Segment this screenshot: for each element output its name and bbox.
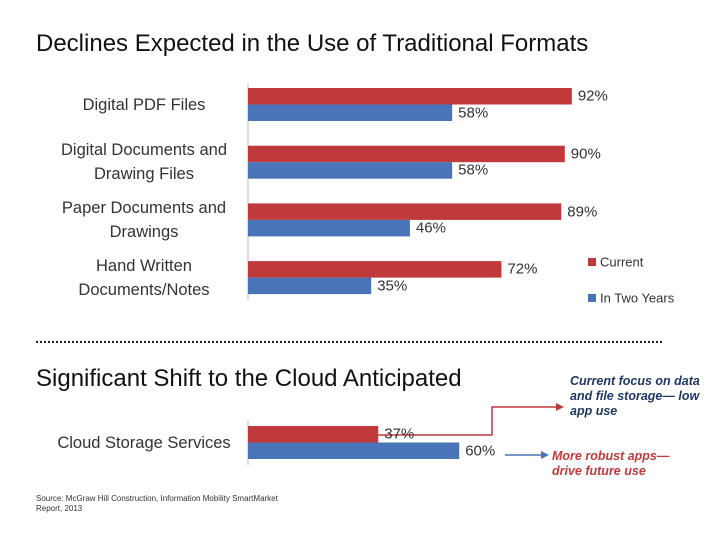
legend-swatch bbox=[588, 258, 596, 266]
category-label: Hand Written Documents/Notes bbox=[78, 256, 210, 299]
annotation-arrow bbox=[376, 406, 556, 436]
value-label: 89% bbox=[567, 203, 598, 221]
legend-swatch bbox=[588, 294, 596, 302]
value-label: 90% bbox=[570, 145, 601, 163]
category-label: Paper Documents and Drawings bbox=[61, 198, 227, 241]
value-label: 46% bbox=[415, 219, 446, 237]
category-label: Digital Documents and Drawing Files bbox=[61, 141, 227, 184]
bar bbox=[248, 426, 379, 443]
bar bbox=[248, 145, 565, 163]
category-label: Cloud Storage Services bbox=[57, 433, 231, 452]
bar bbox=[248, 261, 502, 278]
chart-title: Significant Shift to the Cloud Anticipat… bbox=[36, 365, 462, 392]
bar bbox=[248, 162, 453, 179]
legend-label: In Two Years bbox=[600, 290, 675, 306]
bar bbox=[248, 203, 562, 220]
value-label: 37% bbox=[384, 425, 415, 443]
arrowhead bbox=[541, 451, 549, 459]
category-label: Digital PDF Files bbox=[82, 95, 206, 114]
bar bbox=[248, 277, 372, 295]
bar bbox=[248, 219, 410, 237]
value-label: 72% bbox=[507, 260, 538, 278]
value-label: 60% bbox=[465, 442, 496, 460]
legend-label: Current bbox=[600, 254, 644, 270]
arrowhead bbox=[556, 403, 564, 411]
chart-title: Declines Expected in the Use of Traditio… bbox=[36, 30, 589, 57]
value-label: 58% bbox=[458, 161, 489, 179]
annotation: Current focus on data and file storage— … bbox=[570, 374, 700, 418]
annotation: More robust apps— drive future use bbox=[552, 449, 670, 478]
bar bbox=[248, 88, 572, 105]
value-label: 58% bbox=[458, 104, 489, 122]
value-label: 35% bbox=[377, 277, 408, 295]
bar bbox=[248, 442, 460, 459]
value-label: 92% bbox=[577, 87, 608, 105]
source-note: Source: McGraw Hill Construction, Inform… bbox=[36, 494, 278, 513]
bar bbox=[248, 104, 453, 121]
